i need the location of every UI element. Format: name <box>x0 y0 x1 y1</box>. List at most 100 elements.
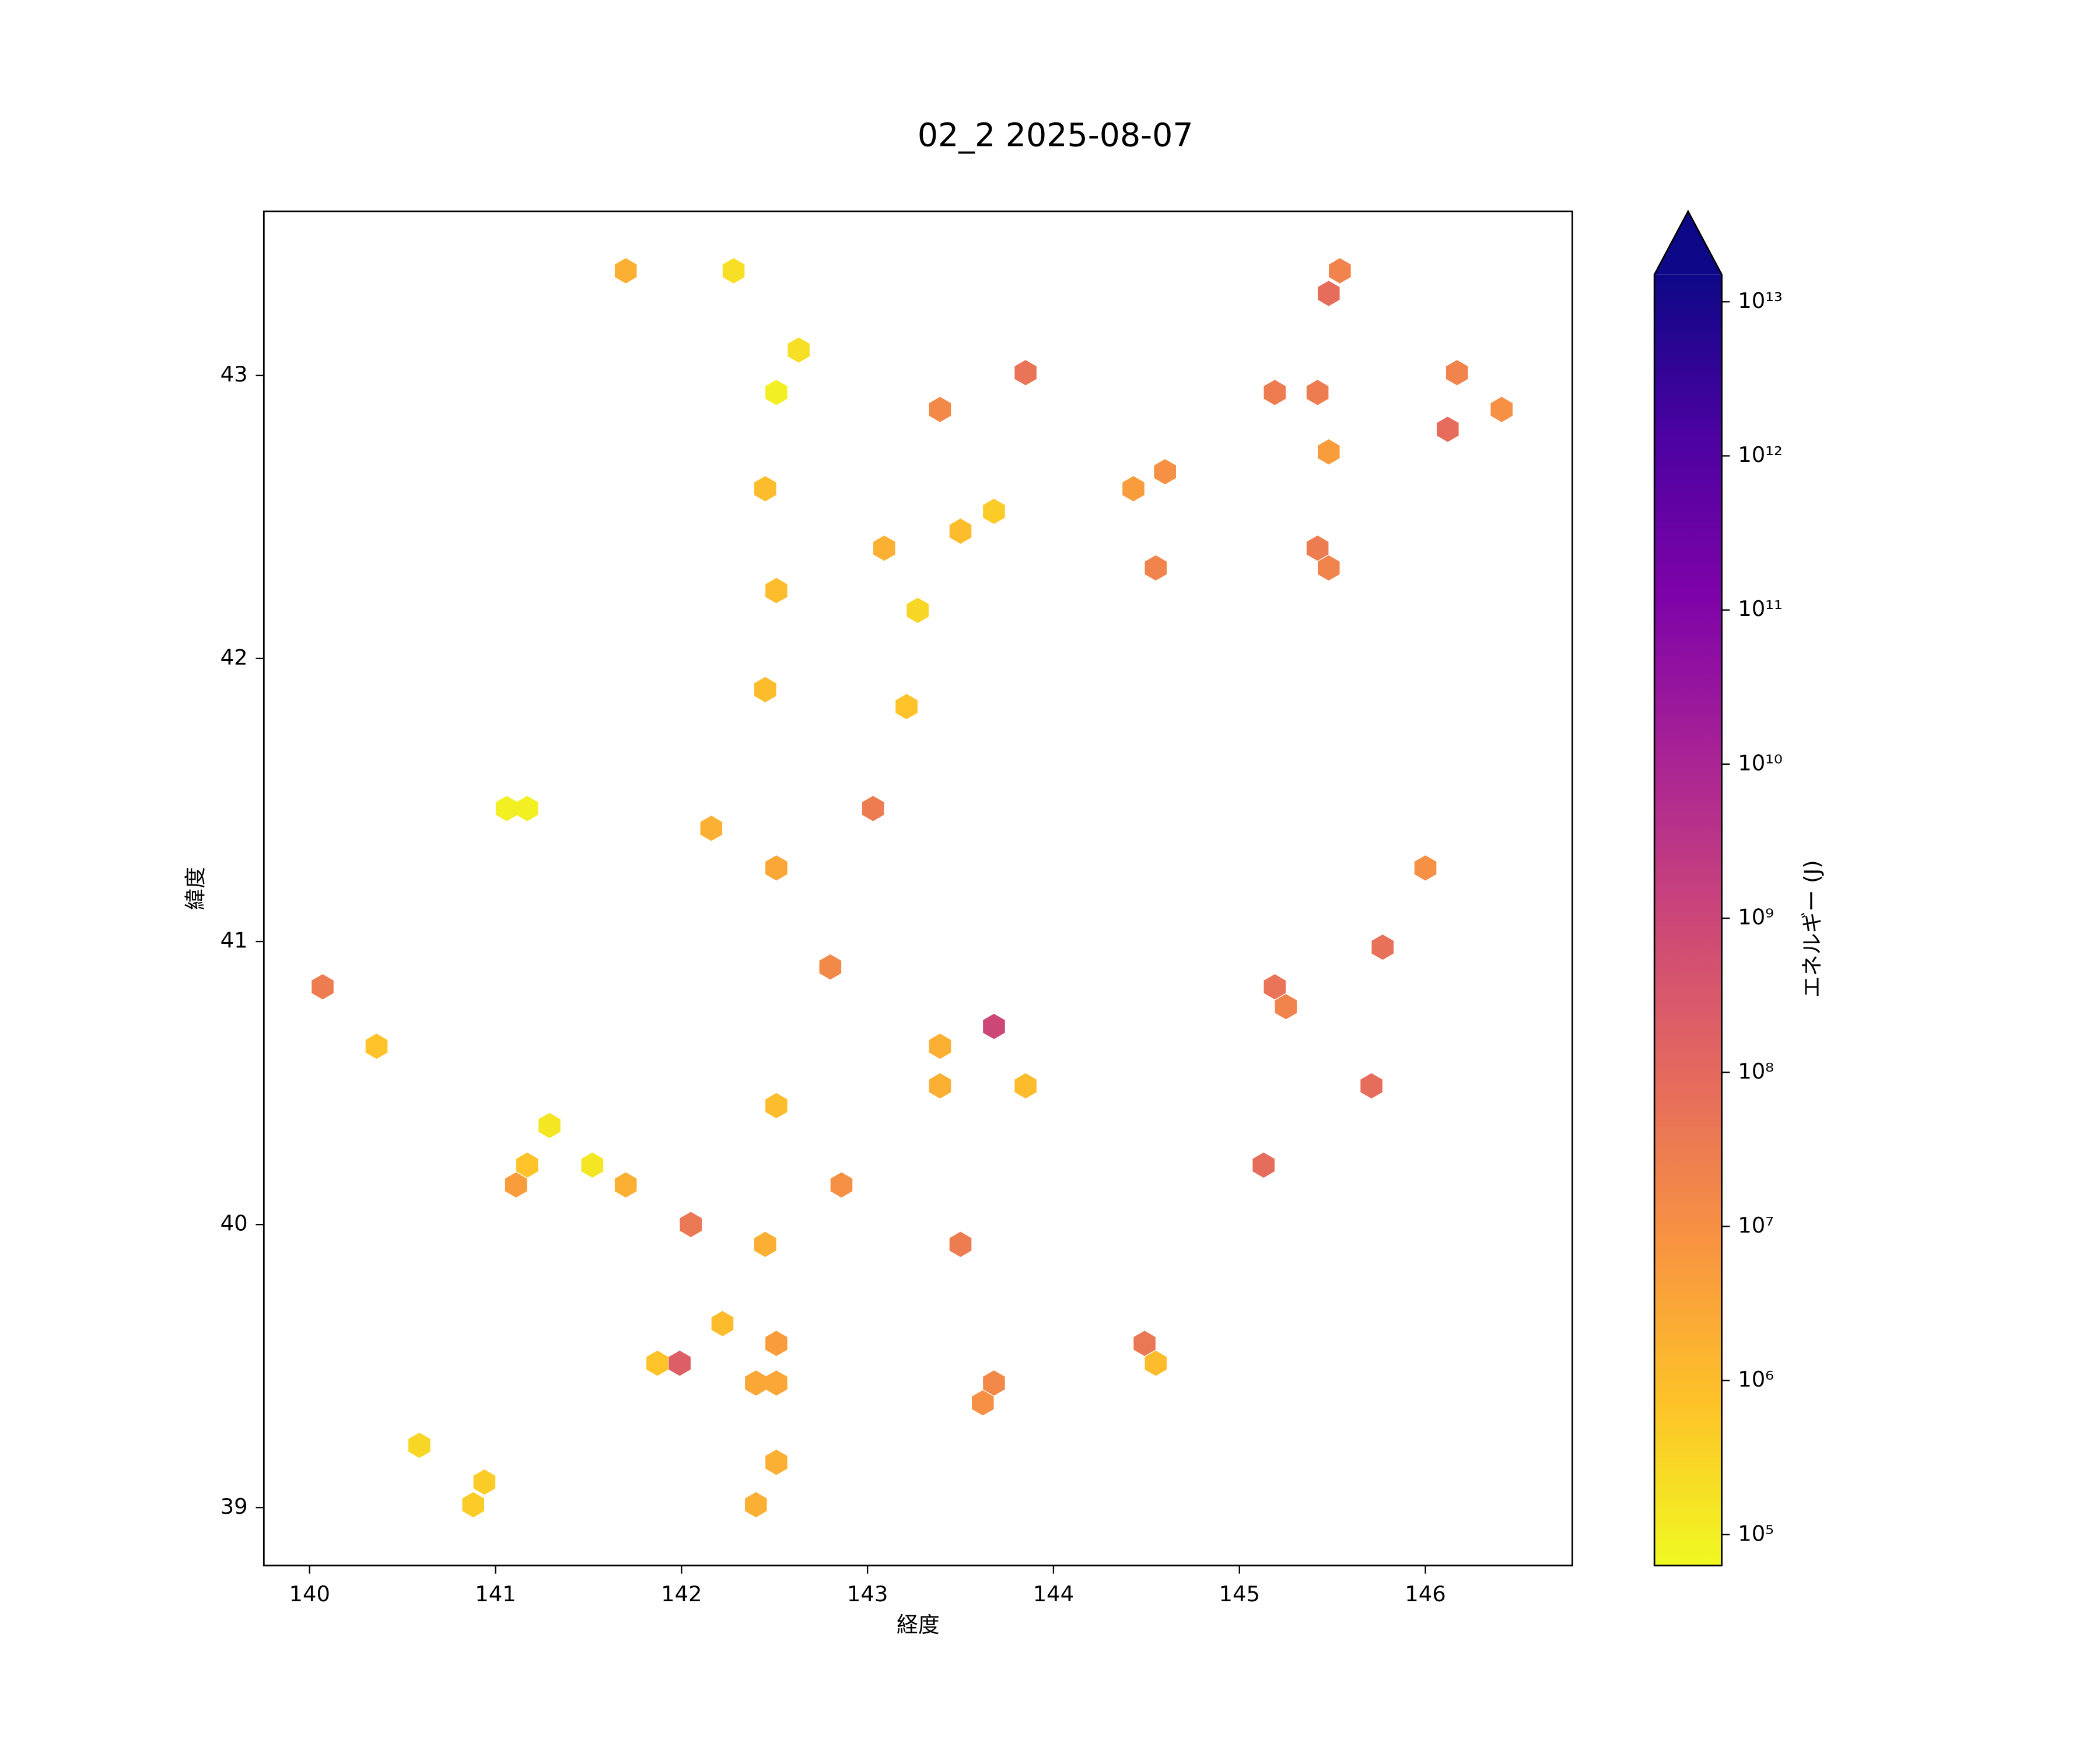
x-tick-label: 142 <box>661 1581 702 1606</box>
hexbin-cell <box>1264 974 1286 1000</box>
colorbar-tick-label: 10¹¹ <box>1738 596 1783 621</box>
hexbin-cell <box>1437 416 1459 442</box>
hexbin-cell <box>1371 935 1394 960</box>
hexbin-cell <box>1306 535 1329 561</box>
hexbin-cell <box>765 1093 788 1119</box>
colorbar-tick-label: 10¹⁰ <box>1738 750 1783 775</box>
hexbin-cell <box>983 498 1005 524</box>
hexbin-cell <box>680 1212 702 1237</box>
hexbin-cell <box>700 816 723 841</box>
y-tick-label: 43 <box>220 362 248 387</box>
hexbin-cell <box>907 597 929 624</box>
hexbin-cell <box>1133 1331 1156 1356</box>
hexbin-cell <box>581 1152 604 1178</box>
hexbin-cell <box>754 677 776 702</box>
hexbin-cell <box>862 796 884 821</box>
hexbin-cell <box>830 1172 853 1198</box>
y-tick-label: 39 <box>220 1494 248 1519</box>
hexbin-cell <box>949 518 972 544</box>
hexbin-cell <box>1317 439 1340 465</box>
hexbin-cell <box>929 1033 951 1059</box>
hexbin-cell <box>1446 360 1468 386</box>
hexbin-cell <box>1306 380 1329 405</box>
y-axis-label: 緯度 <box>183 867 208 910</box>
hexbin-cell <box>949 1231 972 1257</box>
hexbin-cell <box>538 1112 561 1139</box>
hexbin-cell <box>668 1350 691 1376</box>
hexbin-cell <box>646 1350 668 1376</box>
colorbar-label: エネルギー (J) <box>1800 860 1825 998</box>
x-axis-label: 経度 <box>897 1612 940 1637</box>
hexbin-cell <box>1490 397 1513 422</box>
hexbin-cell <box>516 1152 538 1178</box>
hexbin-cell <box>462 1492 485 1518</box>
hexbin-cell <box>722 258 745 284</box>
hexbin-cell <box>495 796 518 821</box>
hexbin-cell <box>365 1033 388 1059</box>
hexbin-cell <box>1329 258 1351 284</box>
hexbin-cell <box>312 974 334 1000</box>
hexbin-cell <box>765 1370 788 1396</box>
x-tick-label: 141 <box>475 1581 516 1606</box>
colorbar-tick-label: 10⁹ <box>1738 905 1774 930</box>
hexbin-cell <box>1275 993 1297 1020</box>
hexbin-cell <box>711 1311 734 1336</box>
hexbin-cell <box>614 1172 637 1198</box>
y-tick-label: 41 <box>220 928 248 953</box>
hexbin-cell <box>788 337 810 363</box>
colorbar-tick-label: 10⁵ <box>1738 1521 1774 1546</box>
hexbin-cell <box>1154 459 1176 485</box>
hexbin-cell <box>473 1469 496 1495</box>
hexbin-cell <box>1317 555 1340 581</box>
hexbin-cell <box>516 796 538 821</box>
hexbin-cell <box>1144 555 1167 581</box>
hexbin-cell <box>1317 281 1340 306</box>
hexbin-cell <box>754 476 776 502</box>
hexbin-cell <box>1122 476 1144 502</box>
hexbin-cell <box>745 1492 767 1518</box>
x-tick-label: 143 <box>847 1581 888 1606</box>
hexbin-cell <box>929 1073 951 1099</box>
hexbin-cell <box>983 1370 1005 1396</box>
hexbin-cell <box>1252 1152 1275 1178</box>
hexbin-cell <box>765 1450 788 1475</box>
hexbin-cell <box>983 1013 1005 1040</box>
hexbin-cell <box>765 380 788 405</box>
hexbin-cell <box>895 694 918 720</box>
hexbin-cell <box>1414 855 1437 881</box>
chart-title: 02_2 2025-08-07 <box>918 117 1194 155</box>
hexbin-cell <box>1144 1350 1167 1376</box>
hexbin-cell <box>745 1370 767 1396</box>
hexbin-cell <box>1264 380 1286 405</box>
hexbin-cell <box>765 1331 788 1356</box>
colorbar-frame <box>1653 209 1723 1567</box>
hexbin-cell <box>1360 1073 1382 1099</box>
x-tick-label: 144 <box>1033 1581 1074 1606</box>
hexbin-cell <box>765 578 788 604</box>
colorbar-tick-label: 10¹³ <box>1738 288 1783 313</box>
hexbin-cell <box>754 1231 776 1257</box>
hexbin-cell <box>1014 1073 1037 1099</box>
hexbin-cell <box>614 258 637 284</box>
hexbin-cell <box>873 535 895 561</box>
y-tick-label: 40 <box>220 1211 248 1236</box>
hexbin-cell <box>765 855 788 881</box>
hexbin-cell <box>1014 360 1037 386</box>
x-tick-label: 140 <box>289 1581 330 1606</box>
colorbar-tick-label: 10⁶ <box>1738 1367 1774 1392</box>
x-tick-label: 145 <box>1219 1581 1260 1606</box>
y-tick-label: 42 <box>220 645 248 670</box>
hexbin-cell <box>971 1390 994 1416</box>
hexbin-cell <box>408 1432 430 1458</box>
colorbar-tick-label: 10⁷ <box>1738 1213 1774 1238</box>
hexbin-cell <box>929 397 951 422</box>
plot-frame <box>262 210 1573 1567</box>
colorbar <box>1654 274 1722 1566</box>
colorbar-tick-label: 10¹² <box>1738 442 1783 467</box>
colorbar-tick-label: 10⁸ <box>1738 1059 1774 1084</box>
hexbin-cell <box>819 954 842 980</box>
hexbin-cell <box>505 1172 527 1198</box>
